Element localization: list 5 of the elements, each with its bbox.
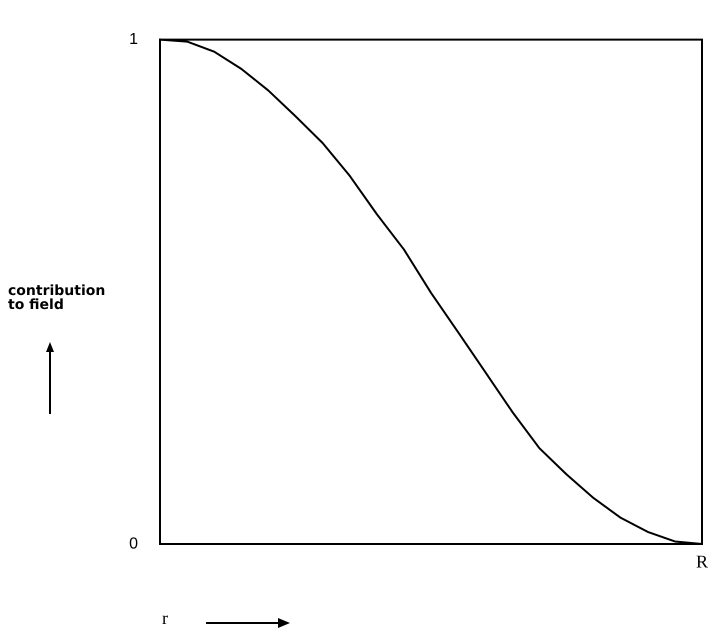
y-axis-title: contribution to field bbox=[8, 283, 106, 313]
y-tick-label: 0 bbox=[129, 535, 138, 552]
text: R bbox=[696, 552, 708, 572]
x-axis-title: r bbox=[162, 608, 168, 629]
y-tick-label: 1 bbox=[129, 31, 138, 48]
